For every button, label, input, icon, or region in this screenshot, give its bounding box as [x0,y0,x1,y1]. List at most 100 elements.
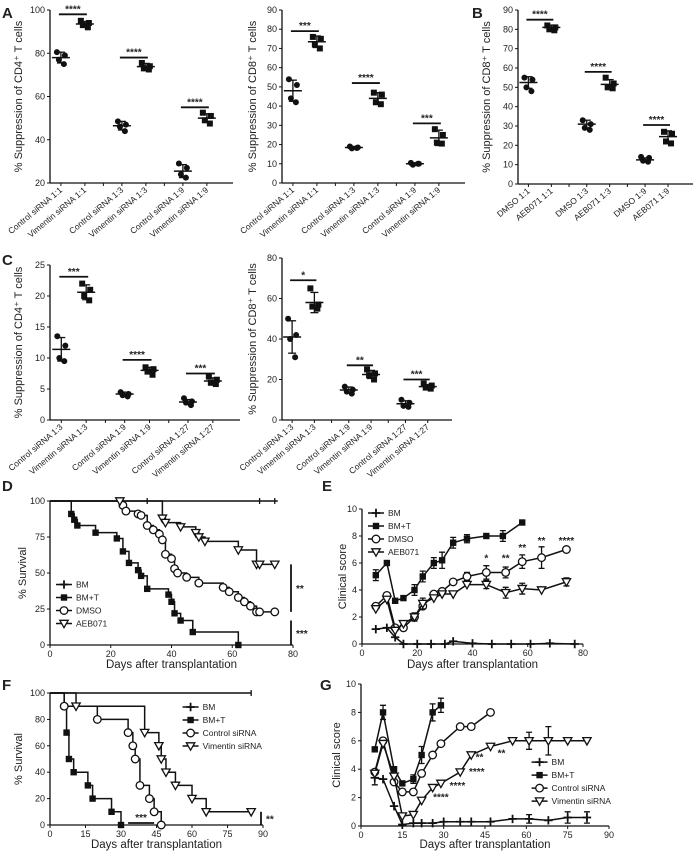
data-point [463,535,471,542]
y-tick-label: 40 [267,101,277,111]
x-tick-label: 80 [288,649,298,659]
y-tick-label: 80 [35,48,45,58]
series-line [374,704,442,785]
data-point [71,516,78,523]
legend-label: Vimentin siRNA [203,741,263,751]
y-tick-label: 8 [351,707,356,717]
data-point [461,580,473,591]
data-point [307,285,314,292]
data-point [177,617,184,624]
legend-marker [59,606,69,615]
data-point [315,301,322,308]
chart-panel: 0 10 20 30 40 50 60 70 80 90 % Suppression of CD8⁺… [238,5,465,240]
y-tick-label: 10 [35,353,45,363]
y-tick-label: 0 [352,639,357,649]
legend-marker [534,797,545,807]
data-point [481,568,491,577]
significance-label: *** [68,267,80,278]
data-point [389,801,399,811]
x-tick-label: 30 [439,830,449,840]
y-axis-label: % Suppression of CD8⁺ T cells [247,263,259,415]
data-point [316,45,323,52]
data-point [189,628,196,636]
data-point [84,782,92,789]
y-axis-label: % Suppression of CD4⁺ T cells [13,266,25,418]
data-point [604,84,611,91]
legend-marker [186,702,195,712]
y-tick-label: 90 [267,5,277,15]
legend-marker [60,594,68,601]
data-point [521,74,528,81]
data-point [378,774,388,784]
panel-letter: F [2,677,11,694]
data-point [663,138,669,145]
y-tick-label: 75 [35,532,45,542]
data-point [70,702,82,712]
data-point [417,769,427,778]
data-point [537,553,547,563]
data-point [438,557,446,564]
y-tick-label: 6 [351,736,356,746]
data-point [570,639,579,649]
panel-letter: D [2,478,13,495]
data-point [68,510,75,518]
data-point [121,506,131,516]
x-tick-label: 20 [412,648,422,658]
data-point [205,373,212,380]
y-tick-label: 25 [35,604,45,614]
data-point [516,584,528,595]
data-point [377,739,389,750]
data-point [433,139,440,146]
data-point [62,342,69,349]
data-point [371,624,381,634]
data-point [269,560,281,570]
y-tick-label: 2 [352,612,357,622]
series-line [374,776,587,826]
y-tick-label: 100 [30,688,45,698]
data-point [517,557,527,567]
significance-label: * [301,270,305,281]
chart-panel: G 0 2 4 6 8 10 Clinical score 0 15 30 45 60 75 90 Days … [320,677,614,851]
chart-panel: E 0 2 4 6 8 10 Clinical score 0 20 40 60 80 Days afte… [322,478,588,671]
data-point [199,537,211,547]
significance-label: **** [129,350,145,361]
panel-letter: G [320,677,332,694]
data-point [123,728,133,738]
y-tick-label: 60 [267,294,277,304]
data-point [409,818,418,828]
data-point [255,607,265,617]
data-point [417,818,426,828]
data-point [285,76,292,83]
y-tick-label: 60 [267,63,277,73]
data-point [428,818,437,828]
data-point [668,140,674,147]
data-point [314,305,321,312]
data-point [610,80,617,87]
data-point [382,623,392,632]
data-point [157,535,167,545]
data-point [92,714,102,724]
data-point [160,549,170,559]
data-point [246,601,255,611]
y-tick-label: 0 [351,821,356,831]
y-tick-label: 20 [35,794,45,804]
data-point [528,88,535,95]
chart-panel: D 0 25 50 75 100 % Survival 0 20 40 60 80 Days after… [2,478,308,671]
legend-marker [186,728,196,738]
y-tick-label: 50 [267,82,277,92]
y-tick-label: 60 [503,63,513,73]
y-tick-label: 60 [35,741,45,751]
data-point [254,560,265,570]
significance-label: **** [450,781,466,792]
data-point [79,22,86,29]
data-point [397,787,407,797]
data-point [173,568,183,578]
y-tick-label: 40 [35,135,45,145]
x-tick-label: 45 [151,829,161,839]
data-point [160,518,171,529]
data-point [602,74,609,81]
x-axis-label: Days after transplantation [91,839,222,851]
data-point [156,820,166,830]
